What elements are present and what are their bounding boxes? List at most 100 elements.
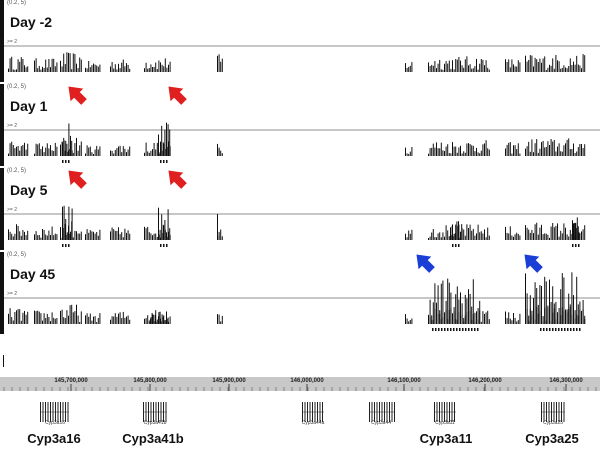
- coverage-bar: [122, 59, 124, 72]
- coverage-bar: [440, 283, 442, 324]
- gene-model-label: Cyp3a44: [370, 420, 392, 426]
- coverage-bar: [48, 317, 50, 324]
- coverage-bar: [431, 320, 433, 324]
- peak-mark: [543, 328, 545, 331]
- coverage-bar: [409, 65, 411, 72]
- coverage-bar: [40, 313, 42, 324]
- gene-model-label: Cyp3a44a: [301, 420, 325, 426]
- coverage-bar: [89, 313, 91, 324]
- coverage-bar: [525, 55, 526, 72]
- track-day-label: Day 5: [10, 182, 48, 198]
- coverage-bar: [127, 64, 129, 72]
- coverage-bar: [569, 229, 571, 240]
- coverage-bar: [485, 312, 487, 324]
- peak-mark: [163, 244, 165, 247]
- coverage-bar: [464, 294, 466, 324]
- track-day-45: (0.2, 5) >= 2 Day 45: [0, 252, 600, 334]
- coverage-bar: [76, 304, 77, 324]
- peak-mark: [465, 328, 467, 331]
- coverage-bar: [76, 137, 77, 156]
- coverage-bar: [65, 140, 67, 156]
- coverage-bar: [48, 148, 50, 156]
- coverage-bar: [455, 224, 457, 240]
- coverage-bar: [24, 142, 25, 156]
- coverage-bar: [505, 59, 506, 72]
- coverage-bar: [549, 145, 550, 156]
- coverage-bar: [482, 59, 484, 72]
- coverage-bar: [463, 67, 465, 72]
- peak-mark: [540, 328, 542, 331]
- peak-mark: [474, 328, 476, 331]
- coverage-bar: [27, 66, 29, 72]
- coverage-bar: [96, 65, 98, 72]
- coverage-bar: [471, 68, 473, 72]
- peak-mark: [558, 328, 560, 331]
- gene-exon: [394, 402, 395, 422]
- coverage-bar: [110, 66, 111, 72]
- gene-exon: [307, 402, 308, 422]
- coverage-bar: [161, 64, 163, 72]
- peak-mark: [68, 244, 70, 247]
- coverage-bar: [561, 273, 563, 324]
- gene-exon: [551, 402, 552, 422]
- coverage-bar: [482, 233, 484, 240]
- coverage-bar: [558, 308, 560, 324]
- coverage-bar: [164, 58, 166, 72]
- coverage-bar: [447, 63, 449, 72]
- coverage-bar: [565, 319, 566, 324]
- peak-mark: [438, 328, 440, 331]
- coverage-bar: [48, 59, 50, 72]
- coverage-bar: [484, 313, 485, 324]
- coverage-bar: [531, 55, 533, 72]
- coverage-bar: [517, 143, 519, 156]
- coverage-bar: [127, 315, 129, 324]
- coverage-bar: [542, 234, 544, 240]
- coverage-bar: [536, 222, 538, 240]
- coverage-bar: [160, 141, 161, 156]
- coverage-bar: [508, 142, 510, 156]
- coverage-bar: [56, 234, 58, 240]
- gene-exon: [42, 402, 44, 422]
- gene-exon: [449, 402, 450, 422]
- coverage-bar: [453, 307, 455, 324]
- coverage-bar: [24, 65, 25, 72]
- coverage-bar: [25, 149, 27, 156]
- track-day-1: (0.2, 5) >= 2 Day 1: [0, 84, 600, 166]
- coverage-bar: [549, 237, 550, 240]
- coverage-bar: [45, 318, 47, 324]
- coverage-bar: [469, 224, 471, 240]
- coverage-bar: [466, 224, 468, 240]
- peak-mark: [459, 328, 461, 331]
- coverage-bar: [86, 313, 88, 324]
- coverage-bar: [516, 321, 518, 324]
- coverage-bar: [93, 63, 94, 72]
- coverage-bar: [97, 149, 99, 156]
- coverage-bar: [8, 68, 9, 72]
- coverage-bar: [93, 154, 94, 156]
- gene-exon: [65, 402, 66, 422]
- coverage-bar: [509, 67, 511, 72]
- coverage-bar: [408, 66, 410, 72]
- coverage-bar: [453, 236, 455, 240]
- coverage-bar: [560, 151, 562, 156]
- coverage-bar: [17, 309, 19, 324]
- coverage-bar: [60, 60, 61, 72]
- coverage-bar: [445, 61, 447, 72]
- coverage-bar: [450, 292, 452, 324]
- coverage-bar: [169, 228, 171, 240]
- coverage-bar: [20, 146, 22, 156]
- coverage-bar: [50, 321, 51, 324]
- coverage-bar: [436, 237, 437, 240]
- coverage-bar: [431, 147, 433, 156]
- coverage-bar: [428, 153, 429, 156]
- coverage-bar: [144, 68, 145, 72]
- coverage-bar: [168, 64, 169, 72]
- coverage-bar: [484, 143, 485, 156]
- coverage-bar: [66, 232, 68, 240]
- coverage-bar: [529, 55, 531, 72]
- coverage-bar: [575, 222, 577, 240]
- coverage-bar: [484, 65, 485, 72]
- coverage-bar: [70, 135, 71, 156]
- coverage-bar: [89, 146, 91, 156]
